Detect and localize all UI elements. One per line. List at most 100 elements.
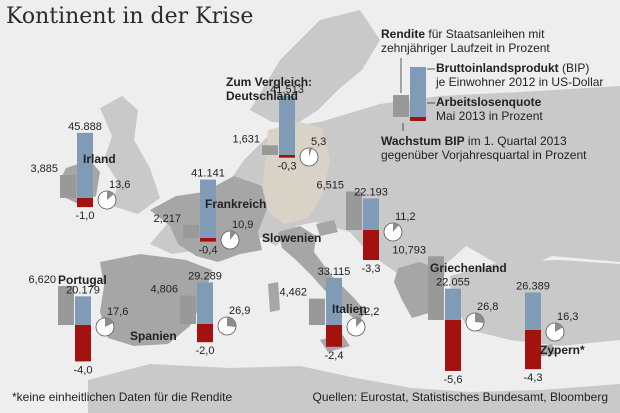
legend-rendite-rest: für Staatsanleihen mit: [428, 27, 545, 41]
frankreich-growth-label: -0,4: [199, 245, 218, 257]
frankreich-name: Frankreich: [205, 197, 266, 211]
italien-rendite-bar: [309, 298, 325, 325]
zypern-growth-label: -4,3: [524, 372, 543, 384]
zum-vergleich-deutschland-growth-label: -0,3: [278, 161, 297, 173]
slowenien-bip-bar: [363, 198, 379, 230]
slowenien-alq-pie-slice: [393, 223, 399, 232]
portugal-alq-pie-slice: [105, 318, 114, 327]
chart-title: Kontinent in der Krise: [6, 4, 254, 29]
portugal-alq-label: 17,6: [107, 306, 128, 318]
griechenland-rendite-label: 10,793: [392, 244, 426, 256]
portugal-bip-label: 20.179: [66, 284, 100, 296]
italien-rendite-label: 4,462: [279, 287, 307, 299]
italien-bip-bar: [326, 277, 342, 325]
spanien-growth-bar: [197, 324, 213, 343]
irland-alq-pie-slice: [107, 190, 114, 200]
irland-bip-label: 45.888: [68, 121, 102, 133]
legend-bip-line2: je Einwohner 2012 in US-Dollar: [436, 75, 604, 89]
irland-rendite-label: 3,885: [30, 163, 58, 175]
land-italy: [278, 226, 366, 322]
frankreich-growth-bar: [200, 238, 216, 242]
frankreich-alq-label: 10,9: [232, 219, 253, 231]
footnote: *keine einheitlichen Daten für die Rendi…: [12, 390, 233, 404]
source-line: Quellen: Eurostat, Statistisches Bundesa…: [312, 390, 608, 404]
italien-growth-label: -2,4: [325, 350, 344, 362]
zum-vergleich-deutschland-bip-label: 41.513: [270, 84, 304, 96]
legend-rendite-bold: Rendite: [381, 27, 426, 41]
spanien-rendite-label: 4,806: [150, 284, 178, 296]
spanien-alq-label: 26,9: [229, 305, 250, 317]
italien-bip-label: 33.115: [318, 266, 351, 278]
frankreich-bip-label: 41.141: [191, 168, 225, 180]
portugal-bip-bar: [75, 296, 91, 325]
frankreich-rendite-label: 2,217: [153, 213, 181, 225]
griechenland-rendite-bar: [428, 256, 444, 320]
legend-alq-bold: Arbeitslosenquote: [436, 95, 542, 109]
legend-growth-bar: [410, 117, 426, 121]
slowenien-bip-label: 22.193: [354, 186, 388, 198]
slowenien-alq-label: 11,2: [395, 211, 416, 223]
slowenien-rendite-bar: [346, 191, 362, 230]
legend-wachstum-line2: gegenüber Vorjahresquartal in Prozent: [381, 148, 587, 162]
land-great-britain: [100, 96, 160, 214]
italien-alq-label: 12,2: [358, 306, 379, 318]
zypern-growth-bar: [525, 330, 541, 370]
zypern-bip-bar: [525, 292, 541, 330]
zum-vergleich-deutschland-alq-pie-slice: [309, 147, 312, 157]
legend-bip-rest: (BIP): [562, 61, 590, 75]
zypern-bip-label: 26.389: [516, 281, 550, 293]
slowenien-rendite-label: 6,515: [316, 180, 344, 192]
land-north-africa: [88, 364, 620, 413]
irland-bip-bar: [77, 132, 93, 198]
legend-rendite: Rendite für Staatsanleihen mit: [381, 27, 544, 41]
griechenland-alq-pie-slice: [475, 313, 484, 324]
irland-rendite-bar: [60, 175, 76, 198]
portugal-name: Portugal: [58, 273, 107, 287]
griechenland-growth-bar: [445, 320, 461, 371]
slowenien-growth-label: -3,3: [362, 263, 381, 275]
zypern-name: Zypern*: [540, 343, 585, 357]
land-slovenia: [316, 220, 338, 236]
irland-growth-label: -1,0: [76, 210, 95, 222]
frankreich-alq-pie-slice: [230, 231, 236, 240]
griechenland-name: Griechenland: [430, 261, 507, 275]
legend-wachstum-rest: im 1. Quartal 2013: [467, 134, 567, 148]
legend-rendite-line2: zehnjähriger Laufzeit in Prozent: [381, 41, 550, 55]
portugal-growth-label: -4,0: [74, 364, 93, 376]
spanien-bip-label: 29.289: [188, 270, 222, 282]
slowenien-name: Slowenien: [262, 231, 321, 245]
frankreich-bip-bar: [200, 179, 216, 238]
legend-alq-line2: Mai 2013 in Prozent: [436, 109, 543, 123]
spanien-growth-label: -2,0: [196, 345, 215, 357]
zum-vergleich-deutschland-alq-label: 5,3: [311, 136, 326, 148]
griechenland-alq-label: 26,8: [477, 301, 498, 313]
spanien-alq-pie-slice: [227, 317, 237, 328]
legend-rendite-bar: [393, 95, 409, 117]
spanien-bip-bar: [197, 282, 213, 324]
spanien-rendite-bar: [180, 295, 196, 324]
irland-alq-label: 13,6: [109, 179, 130, 191]
legend-wachstum: Wachstum BIP im 1. Quartal 2013: [381, 134, 567, 148]
frankreich-rendite-bar: [183, 224, 199, 238]
zum-vergleich-deutschland-bip-bar: [279, 96, 295, 155]
italien-alq-pie-slice: [356, 318, 363, 327]
zum-vergleich-deutschland-growth-bar: [279, 155, 295, 158]
italien-growth-bar: [326, 325, 342, 347]
zum-vergleich-deutschland-rendite-label: 1,631: [232, 133, 260, 145]
portugal-rendite-label: 6,620: [28, 274, 56, 286]
italien-name: Italien: [332, 302, 367, 316]
zum-vergleich-deutschland-rendite-bar: [262, 145, 278, 155]
legend-bip-bold: Bruttoinlandsprodukt: [436, 61, 559, 75]
zypern-alq-pie-slice: [555, 323, 563, 332]
griechenland-bip-bar: [445, 288, 461, 320]
legend-bip: Bruttoinlandsprodukt (BIP): [436, 61, 589, 75]
griechenland-bip-label: 22.055: [436, 277, 470, 289]
legend-wachstum-bold: Wachstum BIP: [381, 134, 465, 148]
legend-bip-bar: [410, 67, 426, 117]
spanien-name: Spanien: [130, 329, 177, 343]
zypern-alq-label: 16,3: [557, 311, 578, 323]
griechenland-growth-label: -5,6: [444, 374, 463, 386]
